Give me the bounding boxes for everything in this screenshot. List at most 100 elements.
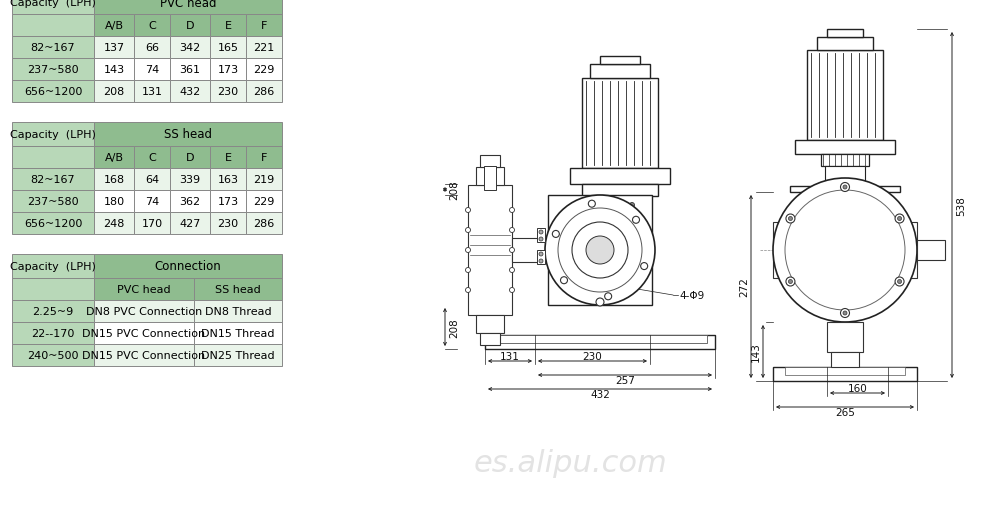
Bar [785, 367, 905, 375]
Bar [170, 59, 210, 81]
Circle shape [539, 260, 543, 264]
Circle shape [641, 263, 648, 270]
Bar [246, 190, 282, 213]
Text: 257: 257 [615, 375, 635, 385]
Text: 160: 160 [848, 383, 867, 393]
Bar [12, 278, 94, 300]
Bar [12, 15, 94, 37]
Text: 137: 137 [103, 43, 125, 53]
Bar [537, 250, 545, 265]
Bar [831, 352, 859, 367]
Circle shape [840, 183, 849, 192]
Bar [134, 147, 170, 169]
Text: PVC head: PVC head [160, 0, 216, 10]
Bar [134, 15, 170, 37]
Bar [94, 37, 134, 59]
Bar [827, 322, 863, 352]
Text: 230: 230 [583, 351, 602, 361]
Text: 208: 208 [449, 318, 459, 337]
Text: 143: 143 [103, 65, 125, 75]
Bar [485, 335, 715, 349]
Bar [94, 147, 134, 169]
Bar [12, 213, 94, 234]
Text: 221: 221 [253, 43, 275, 53]
Text: 432: 432 [590, 389, 610, 399]
Text: 82~167: 82~167 [31, 175, 75, 185]
Text: 173: 173 [217, 65, 239, 75]
Text: D: D [186, 153, 194, 163]
Bar [12, 37, 94, 59]
Text: Connection: Connection [155, 260, 221, 273]
Text: 230: 230 [217, 87, 239, 97]
Text: 432: 432 [179, 87, 201, 97]
Text: 163: 163 [218, 175, 239, 185]
Text: C: C [148, 21, 156, 31]
Bar [821, 155, 869, 167]
Circle shape [466, 248, 471, 253]
Text: Capacity  (LPH): Capacity (LPH) [10, 130, 96, 140]
Circle shape [898, 280, 902, 284]
Text: DN8 Thread: DN8 Thread [205, 307, 271, 316]
Bar [170, 190, 210, 213]
Text: 538: 538 [956, 195, 966, 216]
Bar [210, 15, 246, 37]
Circle shape [898, 217, 902, 221]
Circle shape [605, 293, 612, 300]
Bar [134, 81, 170, 103]
Bar [94, 81, 134, 103]
Text: PVC head: PVC head [117, 284, 171, 294]
Text: 131: 131 [500, 351, 520, 361]
Bar [134, 213, 170, 234]
Text: A/B: A/B [105, 21, 124, 31]
Bar [12, 0, 94, 15]
Circle shape [630, 203, 635, 208]
Bar [12, 255, 94, 278]
Text: DN15 PVC Connection: DN15 PVC Connection [82, 328, 206, 338]
Text: 165: 165 [218, 43, 239, 53]
Text: es.alipu.com: es.alipu.com [473, 448, 667, 478]
Bar [817, 38, 873, 51]
Text: 168: 168 [103, 175, 125, 185]
Bar [170, 169, 210, 190]
Text: 272: 272 [739, 277, 749, 297]
Text: 286: 286 [253, 219, 275, 229]
Bar [210, 190, 246, 213]
Circle shape [596, 298, 604, 307]
Text: 22--170: 22--170 [31, 328, 75, 338]
Circle shape [539, 231, 543, 234]
Circle shape [510, 268, 514, 273]
Circle shape [633, 217, 640, 224]
Circle shape [510, 208, 514, 213]
Bar [170, 81, 210, 103]
Bar [194, 278, 282, 300]
Circle shape [552, 231, 559, 238]
Bar [246, 169, 282, 190]
Circle shape [510, 288, 514, 293]
Bar [210, 81, 246, 103]
Bar [210, 213, 246, 234]
Bar [484, 167, 496, 190]
Bar [480, 333, 500, 345]
Text: 362: 362 [179, 196, 201, 207]
Text: 82~167: 82~167 [31, 43, 75, 53]
Text: 361: 361 [180, 65, 201, 75]
Bar [790, 187, 900, 192]
Bar [194, 344, 282, 366]
Text: 237~580: 237~580 [27, 65, 79, 75]
Bar [194, 300, 282, 322]
Bar [94, 0, 282, 15]
Text: 208: 208 [449, 180, 459, 200]
Bar [194, 322, 282, 344]
Bar [825, 167, 865, 187]
Bar [134, 37, 170, 59]
Bar [12, 169, 94, 190]
Bar [94, 123, 282, 147]
Text: 131: 131 [142, 87, 163, 97]
Circle shape [510, 228, 514, 233]
Polygon shape [573, 196, 652, 198]
Circle shape [588, 201, 595, 208]
Text: E: E [225, 153, 232, 163]
Bar [602, 196, 638, 215]
Circle shape [895, 215, 904, 224]
Bar [12, 147, 94, 169]
